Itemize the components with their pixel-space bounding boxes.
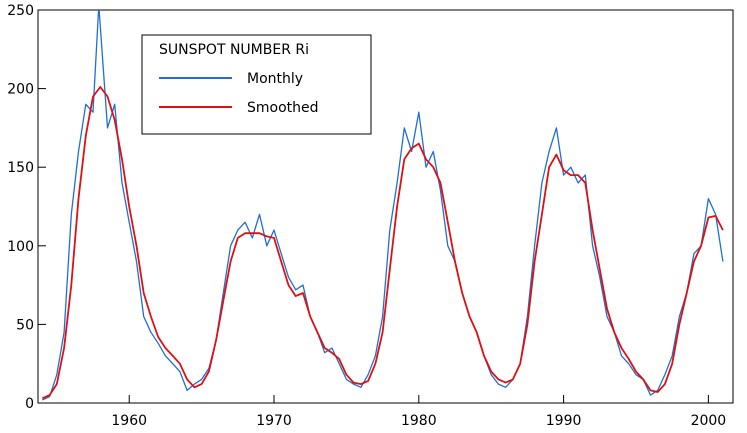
- series-line-smoothed: [41, 86, 724, 400]
- legend-box: [141, 34, 372, 135]
- x-tick-label-2000: 2000: [691, 413, 727, 429]
- legend-label-smoothed: Smoothed: [247, 100, 319, 116]
- y-tick-label-250: 250: [7, 3, 34, 19]
- x-tick-label-1960: 1960: [111, 413, 147, 429]
- y-tick-label-200: 200: [7, 82, 34, 98]
- y-tick-label-150: 150: [7, 160, 34, 176]
- legend: SUNSPOT NUMBER Ri Monthly Smoothed: [141, 34, 372, 135]
- x-tick-label-1990: 1990: [546, 413, 582, 429]
- y-tick-label-0: 0: [25, 396, 34, 412]
- series-layer: [41, 10, 724, 401]
- y-tick-label-100: 100: [7, 239, 34, 255]
- x-tick-label-1970: 1970: [256, 413, 292, 429]
- x-tick-label-1980: 1980: [401, 413, 437, 429]
- y-axis: 0 50 100 150 200 250: [7, 3, 46, 412]
- series-line-monthly: [42, 10, 724, 401]
- legend-label-monthly: Monthly: [247, 71, 303, 87]
- legend-title: SUNSPOT NUMBER Ri: [159, 42, 309, 58]
- y-tick-label-50: 50: [16, 317, 34, 333]
- plot-frame: [37, 9, 734, 404]
- x-axis: 1960 1970 1980 1990 2000: [111, 395, 726, 429]
